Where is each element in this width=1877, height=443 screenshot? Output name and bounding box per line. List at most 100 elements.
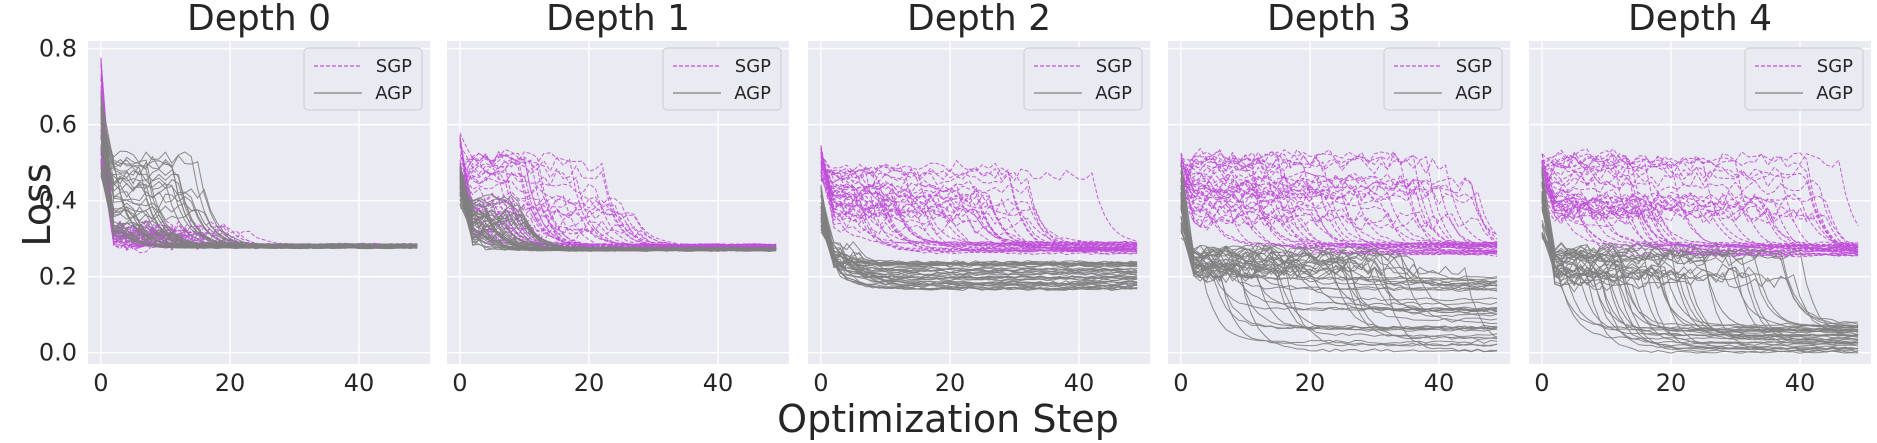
sgp-run-line <box>459 186 777 250</box>
sgp-run-line <box>1180 165 1498 250</box>
agp-run-line <box>1180 237 1498 338</box>
sgp-run-line <box>820 175 1138 245</box>
agp-run-line <box>1180 232 1498 282</box>
series-agp <box>1180 161 1498 353</box>
agp-run-line <box>1541 235 1859 341</box>
series-agp <box>100 92 418 250</box>
sgp-run-line <box>1541 176 1859 253</box>
agp-run-line <box>820 206 1138 276</box>
plot-area <box>459 132 777 252</box>
plot-area <box>1180 147 1498 353</box>
series-sgp <box>1541 148 1859 258</box>
agp-run-line <box>1541 234 1859 332</box>
sgp-run-line <box>100 63 418 249</box>
x-tick-label: 0 <box>1534 369 1549 397</box>
agp-run-line <box>1541 194 1859 328</box>
agp-run-line <box>1541 181 1859 353</box>
sgp-run-line <box>1541 175 1859 245</box>
sgp-run-line <box>820 160 1138 248</box>
agp-run-line <box>1541 235 1859 325</box>
sgp-run-line <box>820 145 1138 249</box>
panel-depth-1: Depth 1 0 20 40 SGP AGP <box>447 0 789 397</box>
sgp-run-line <box>820 179 1138 250</box>
agp-run-line <box>459 179 777 252</box>
agp-run-line <box>459 164 777 250</box>
sgp-run-line <box>1541 194 1859 250</box>
x-tick-label: 40 <box>1424 369 1455 397</box>
agp-run-line <box>820 225 1138 265</box>
agp-run-line <box>820 231 1138 272</box>
agp-run-line <box>1541 234 1859 346</box>
plot-area <box>100 57 418 254</box>
sgp-run-line <box>820 163 1138 247</box>
sgp-run-line <box>1180 162 1498 247</box>
x-tick-label: 20 <box>935 369 966 397</box>
sgp-run-line <box>1180 156 1498 246</box>
sgp-run-line <box>1180 177 1498 243</box>
agp-run-line <box>100 104 418 247</box>
sgp-run-line <box>1180 170 1498 252</box>
sgp-run-line <box>1541 152 1859 227</box>
agp-run-line <box>1541 182 1859 333</box>
sgp-run-line <box>1180 159 1498 253</box>
x-tick-label: 40 <box>344 369 375 397</box>
agp-run-line <box>1180 230 1498 344</box>
sgp-run-line <box>459 165 777 247</box>
sgp-run-line <box>1541 154 1859 250</box>
sgp-run-line <box>1180 180 1498 256</box>
plot-area <box>820 145 1138 291</box>
sgp-run-line <box>1541 189 1859 257</box>
legend-label-sgp: SGP <box>1456 56 1492 77</box>
sgp-run-line <box>820 178 1138 251</box>
sgp-run-line <box>820 173 1138 249</box>
agp-run-line <box>1180 208 1498 315</box>
agp-run-line <box>1180 180 1498 312</box>
legend-box <box>303 47 423 111</box>
x-axis-label: Optimization Step <box>777 397 1119 441</box>
y-tick-label: 0.4 <box>39 187 77 215</box>
sgp-run-line <box>1180 157 1498 236</box>
series-sgp <box>1180 147 1498 257</box>
sgp-run-line <box>1541 177 1859 254</box>
sgp-run-line <box>459 159 777 248</box>
agp-run-line <box>1541 206 1859 330</box>
series-agp <box>459 164 777 252</box>
y-tick-label: 0.8 <box>39 35 77 63</box>
panel-title: Depth 0 <box>187 0 331 39</box>
x-tick-label: 40 <box>703 369 734 397</box>
x-tick-label: 20 <box>1656 369 1687 397</box>
sgp-run-line <box>459 169 777 249</box>
sgp-run-line <box>1541 167 1859 250</box>
x-tick-label: 0 <box>813 369 828 397</box>
panel-title: Depth 1 <box>546 0 690 39</box>
agp-run-line <box>1541 209 1859 331</box>
sgp-run-line <box>820 170 1138 245</box>
sgp-run-line <box>820 156 1138 249</box>
agp-run-line <box>459 186 777 250</box>
legend: SGP AGP <box>303 47 423 111</box>
y-axis-label: Loss <box>15 163 59 246</box>
sgp-run-line <box>820 166 1138 247</box>
agp-run-line <box>820 214 1138 281</box>
agp-run-line <box>1180 164 1498 289</box>
panel-depth-0: Depth 0 0 20 40 0.0 0.2 0.4 0.6 0.8 SGP AGP <box>39 0 430 397</box>
sgp-run-line <box>820 154 1138 245</box>
sgp-run-line <box>1541 170 1859 247</box>
sgp-run-line <box>1180 147 1498 253</box>
agp-run-line <box>820 229 1138 287</box>
agp-run-line <box>820 206 1138 291</box>
sgp-run-line <box>459 154 777 247</box>
agp-run-line <box>1180 206 1498 280</box>
sgp-run-line <box>1541 163 1859 253</box>
legend: SGP AGP <box>1023 47 1143 111</box>
sgp-run-line <box>1180 185 1498 249</box>
sgp-run-line <box>1180 174 1498 240</box>
sgp-run-line <box>1180 163 1498 246</box>
agp-run-line <box>1541 223 1859 353</box>
panel-depth-2: Depth 2 0 20 40 SGP AGP <box>808 0 1150 397</box>
x-tick-label: 20 <box>1295 369 1326 397</box>
x-tick-label: 40 <box>1785 369 1816 397</box>
sgp-run-line <box>1541 172 1859 248</box>
agp-run-line <box>820 190 1138 268</box>
